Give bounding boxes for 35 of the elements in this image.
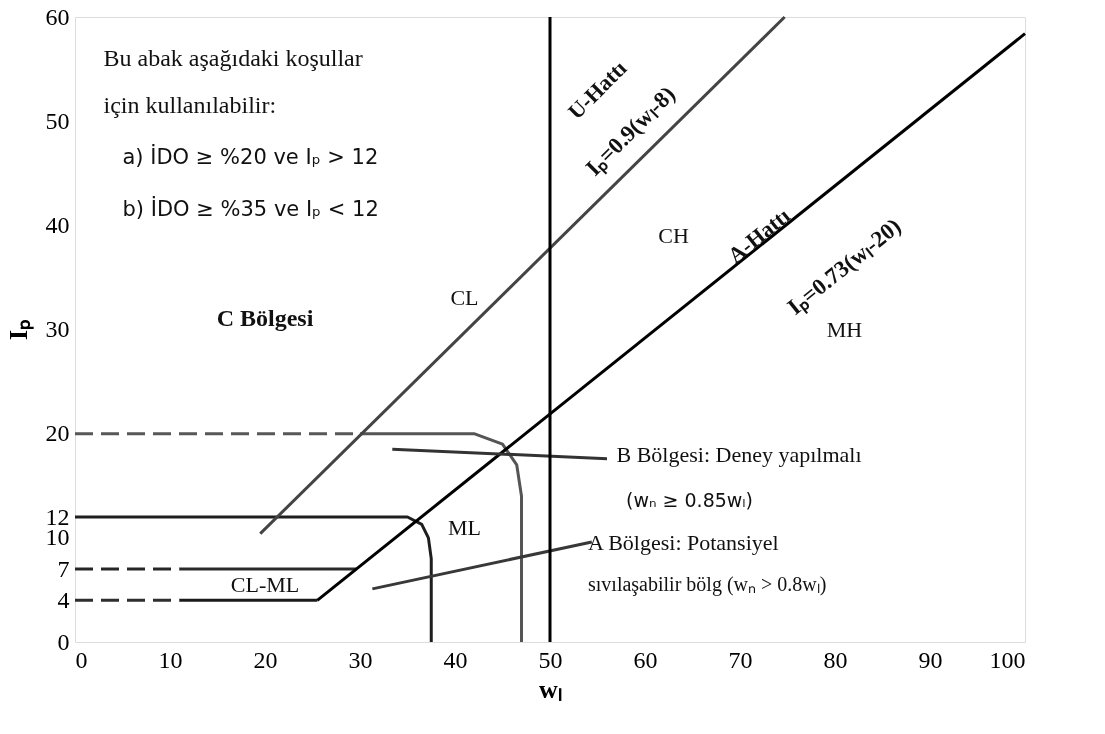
annotation: sıvılaşabilir bölg (wₙ > 0.8wₗ)	[588, 572, 827, 596]
y-tick-label: 50	[45, 107, 70, 134]
x-tick-label: 30	[348, 646, 373, 673]
annotation: CH	[658, 222, 689, 248]
x-tick-label: 90	[918, 646, 943, 673]
x-tick-label: 0	[75, 646, 88, 673]
y-tick-label: 20	[45, 420, 70, 447]
y-tick-label: 7	[57, 555, 70, 582]
y-tick-label: 0	[57, 628, 70, 655]
annotation: için kullanılabilir:	[103, 91, 277, 118]
annotation: C Bölgesi	[216, 304, 314, 331]
y-tick-label: 30	[45, 316, 70, 342]
annotation: A Bölgesi: Potansiyel	[588, 530, 779, 556]
annotation: (wₙ ≥ 0.85wₗ)	[626, 489, 753, 512]
annotation: b) İDO ≥ %35 ve Iₚ < 12	[122, 195, 379, 221]
x-tick-label: 10	[158, 646, 183, 673]
annotation: a) İDO ≥ %20 ve Iₚ > 12	[122, 143, 379, 169]
y-axis-title: Iₚ	[3, 319, 34, 341]
annotation: Bu abak aşağıdaki koşullar	[103, 44, 363, 71]
y-tick-label: 40	[45, 211, 70, 238]
x-tick-label: 50	[538, 646, 563, 673]
x-tick-label: 100	[989, 646, 1026, 673]
annotation: CL-ML	[230, 571, 300, 597]
x-axis-title: wₗ	[539, 674, 562, 704]
y-tick-label: 4	[57, 586, 70, 613]
x-tick-label: 70	[728, 646, 753, 673]
annotation: B Bölgesi: Deney yapılmalı	[616, 441, 862, 467]
x-tick-label: 80	[823, 646, 848, 673]
y-tick-label: 60	[45, 3, 70, 30]
x-tick-label: 20	[253, 646, 278, 673]
x-tick-label: 40	[443, 646, 468, 673]
annotation: MH	[826, 316, 863, 342]
annotation: ML	[448, 514, 481, 540]
x-tick-label: 60	[633, 646, 658, 673]
annotation: CL	[450, 285, 479, 311]
